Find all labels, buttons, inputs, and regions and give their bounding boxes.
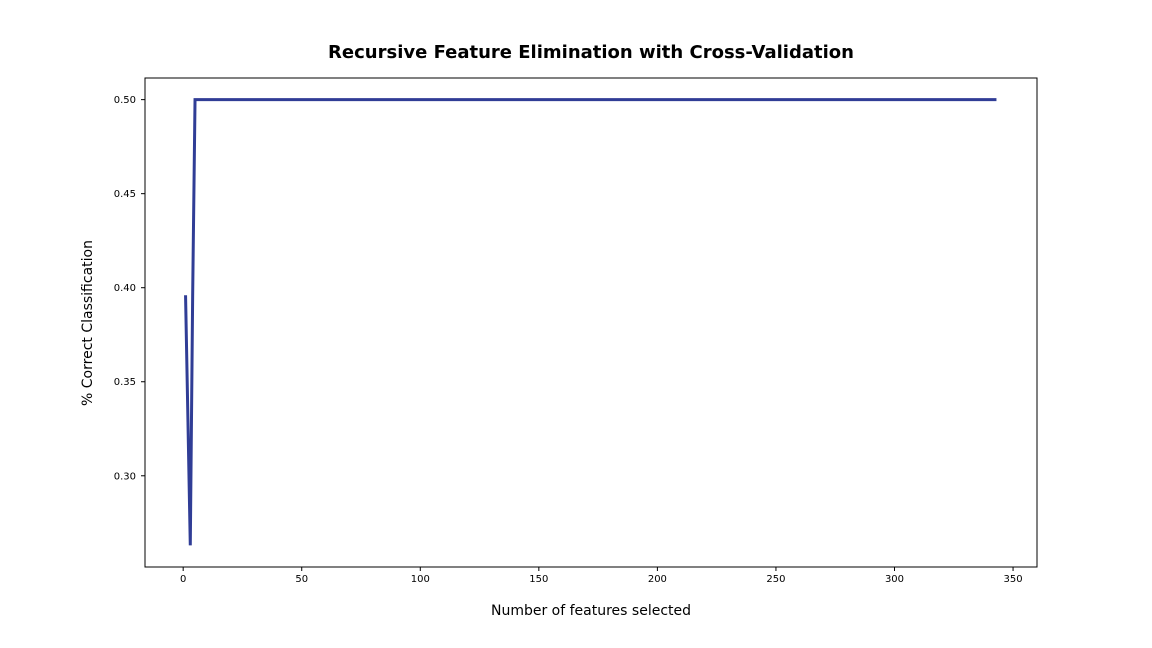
series-layer — [184, 98, 997, 546]
x-tick-label: 50 — [295, 574, 308, 585]
y-tick-label: 0.40 — [114, 283, 136, 294]
y-tick-label: 0.45 — [114, 189, 136, 200]
x-tick-label: 300 — [885, 574, 904, 585]
plot-area — [144, 77, 1038, 568]
chart-title: Recursive Feature Elimination with Cross… — [328, 42, 854, 63]
y-tick-label: 0.35 — [114, 377, 136, 388]
x-tick-label: 250 — [766, 574, 785, 585]
y-axis: 0.30 0.35 0.40 0.45 0.50 — [114, 95, 145, 482]
x-tick-label: 0 — [180, 574, 186, 585]
x-tick-label: 350 — [1004, 574, 1023, 585]
x-axis-label: Number of features selected — [491, 603, 691, 619]
x-tick-label: 150 — [529, 574, 548, 585]
y-tick-label: 0.30 — [114, 471, 136, 482]
x-tick-label: 200 — [648, 574, 667, 585]
x-axis: 0 50 100 150 200 250 300 350 — [180, 567, 1023, 585]
y-axis-label: % Correct Classification — [80, 240, 96, 406]
y-tick-label: 0.50 — [114, 95, 136, 106]
x-tick-label: 100 — [411, 574, 430, 585]
series-line — [184, 98, 997, 546]
